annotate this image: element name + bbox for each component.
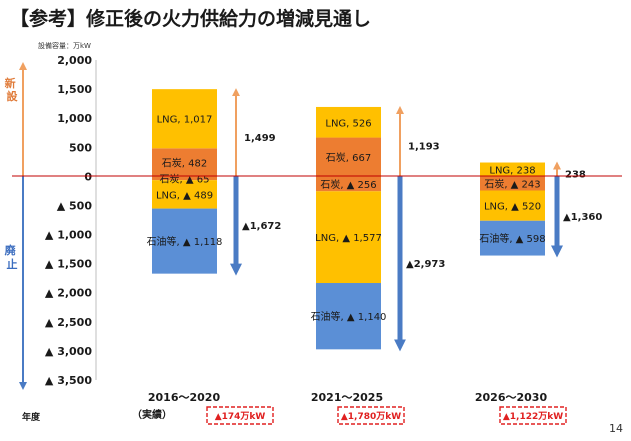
retire-total-label: ▲1,672 [242,221,281,232]
segment-label: 石炭, ▲ 243 [484,178,540,190]
change-badge [499,406,567,425]
y-tick-label: 1,000 [57,112,92,125]
bar-segment-lng [316,106,381,138]
segment-label: LNG, ▲ 1,577 [315,233,382,244]
category-label: 2026～2030 [475,391,548,404]
bar-segment-oil [152,208,217,274]
y-tick-label: ▲ 3,500 [45,374,92,387]
category-sub-label: （実績） [132,408,172,421]
y-tick-label: 2,000 [57,54,92,67]
segment-label: 石炭, ▲ 256 [320,179,376,191]
segment-label: 石油等, ▲ 1,140 [311,310,387,323]
total-arrows: 1,499 ▲1,672 1,193 ▲2,973 238 ▲1,360 [230,88,602,352]
y-axis: 2,000 1,500 1,000 500 0 ▲ 500 ▲ 1,000 ▲ 1,500 ▲ … [45,54,97,387]
segment-label: 石炭, 482 [162,157,207,169]
change-badge [206,406,274,425]
page-number: 14 [609,422,623,435]
bar-segment-coal [316,176,381,192]
retire-total-label: ▲2,973 [406,259,445,270]
y-tick-label: ▲ 3,000 [45,345,92,358]
y-tick-label: ▲ 1,000 [45,229,92,242]
y-tick-labels: 2,000 1,500 1,000 500 0 ▲ 500 ▲ 1,000 ▲ 1,500 ▲ … [45,54,92,387]
y-tick-label: 500 [69,141,92,154]
category-label: 2021～2025 [311,391,383,404]
change-badge [337,406,405,425]
new-total-label: 238 [565,169,586,180]
segment-label: 石油等, ▲ 1,118 [147,235,223,248]
y-tick-label: 1,500 [57,83,92,96]
segment-label: 石油等, ▲ 598 [479,232,545,245]
segment-label: LNG, 238 [489,165,535,176]
bar-segment-coal [152,148,217,177]
side-label-retire: 廃 止 [5,243,20,271]
x-axis-label: 年度 [22,411,41,423]
y-tick-label: ▲ 1,500 [45,258,92,271]
change-badge-text: ▲1,780万kW [341,411,401,422]
segment-label: LNG, ▲ 489 [156,190,213,201]
bar-segment-lng [152,180,217,209]
side-indicator: 新 設 廃 止 [5,62,34,390]
unit-label: 設備容量：万kW [38,41,91,50]
bar-segment-coal [480,176,545,191]
change-badge-text: ▲1,122万kW [503,411,563,422]
bar-segment-lng [480,190,545,221]
bar-segment-lng [316,191,381,284]
segment-label: 石炭, 667 [326,152,371,164]
category-label: 2016～2020 [148,391,221,404]
y-tick-label: ▲ 2,000 [45,287,92,300]
bar-segments [152,89,545,350]
segment-labels: 石炭, 482 LNG, 1,017 石炭, ▲ 65 LNG, ▲ 489 石油等, … [147,115,546,323]
new-total-label: 1,499 [244,133,276,144]
bar-segment-oil [480,220,545,256]
bar-segment-lng [480,162,545,177]
bar-segment-coal [152,176,217,181]
segment-label: LNG, 526 [325,118,371,129]
segment-label: 石炭, ▲ 65 [160,173,210,185]
change-badge-text: ▲174万kW [215,411,266,422]
y-tick-label: ▲ 500 [57,199,93,212]
y-tick-label: 0 [84,170,92,183]
bar-segment-oil [316,283,381,350]
y-tick-label: ▲ 2,500 [45,316,92,329]
x-axis: 年度 2016～2020 （実績） ▲174万kW 2021～2025 ▲1,780万k… [22,391,567,425]
retire-total-label: ▲1,360 [563,212,602,223]
page-title: 【参考】修正後の火力供給力の増減見通し [10,8,372,30]
segment-label: LNG, 1,017 [157,115,213,126]
bar-segment-coal [316,137,381,177]
new-total-label: 1,193 [408,142,440,153]
side-label-new: 新 設 [5,76,20,103]
bar-segment-lng [152,89,217,149]
segment-label: LNG, ▲ 520 [484,202,541,213]
